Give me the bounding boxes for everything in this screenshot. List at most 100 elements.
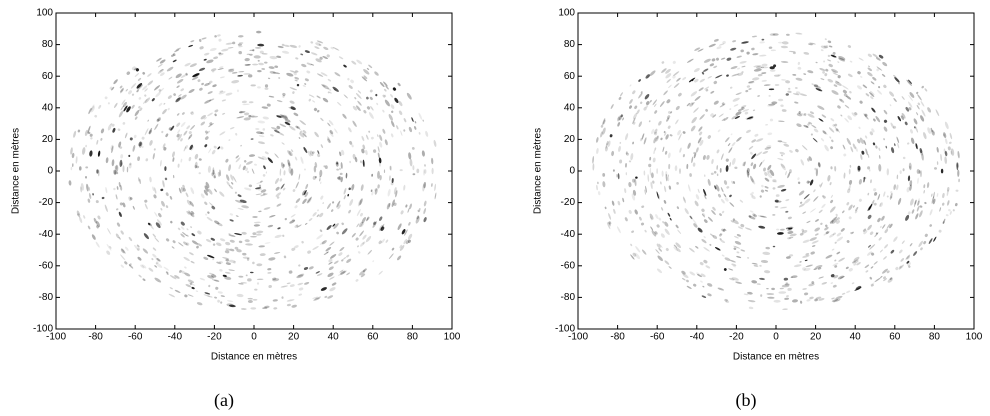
speckle xyxy=(238,45,243,48)
speckle xyxy=(214,220,220,225)
speckle xyxy=(222,274,227,277)
speckle xyxy=(368,112,374,119)
speckle xyxy=(121,248,126,254)
speckle xyxy=(186,210,190,215)
speckle xyxy=(658,217,662,221)
x-tick-label: 0 xyxy=(773,332,779,343)
speckle xyxy=(236,116,245,119)
speckle xyxy=(750,162,754,167)
speckle xyxy=(883,138,886,141)
speckle xyxy=(725,300,730,303)
speckle xyxy=(707,135,711,139)
speckle xyxy=(261,68,266,70)
speckle xyxy=(716,46,722,50)
speckle xyxy=(204,144,208,148)
speckle xyxy=(242,252,247,256)
speckle xyxy=(817,105,825,110)
speckle xyxy=(700,280,703,283)
speckle xyxy=(203,117,207,120)
speckle xyxy=(228,164,232,172)
speckle xyxy=(701,295,707,298)
speckle xyxy=(772,180,777,183)
speckle xyxy=(909,165,911,169)
speckle xyxy=(792,73,797,76)
speckle xyxy=(920,247,923,251)
speckle xyxy=(802,267,806,271)
speckle xyxy=(390,182,394,186)
speckle xyxy=(679,147,682,153)
speckle xyxy=(649,156,652,161)
speckle xyxy=(929,224,933,227)
speckle xyxy=(666,78,671,83)
speckle xyxy=(617,173,620,180)
speckle xyxy=(240,282,247,284)
speckle xyxy=(356,223,360,228)
speckle xyxy=(853,256,860,262)
speckle xyxy=(281,50,290,54)
speckle xyxy=(766,293,775,295)
speckle xyxy=(70,147,73,155)
speckle xyxy=(120,87,124,93)
speckle xyxy=(266,103,271,107)
speckle xyxy=(824,226,829,231)
speckle xyxy=(618,145,621,152)
speckle xyxy=(827,40,832,44)
speckle xyxy=(628,182,632,188)
speckle xyxy=(268,66,275,69)
speckle xyxy=(908,265,911,268)
speckle xyxy=(403,184,406,191)
speckle xyxy=(660,181,662,185)
speckle xyxy=(175,47,181,51)
speckle xyxy=(751,139,757,143)
speckle xyxy=(320,181,322,185)
speckle xyxy=(867,205,871,212)
y-tick-label: -80 xyxy=(561,292,576,303)
speckle xyxy=(641,133,645,140)
speckle xyxy=(661,170,664,177)
speckle xyxy=(687,142,691,149)
speckle xyxy=(747,299,756,303)
speckle xyxy=(129,162,132,166)
speckle xyxy=(719,168,722,173)
speckle xyxy=(135,68,139,72)
speckle xyxy=(257,59,260,62)
speckle xyxy=(849,60,853,63)
speckle xyxy=(880,275,883,278)
speckle xyxy=(119,202,123,206)
speckle xyxy=(893,143,896,147)
speckle xyxy=(741,106,745,110)
speckle xyxy=(363,75,368,79)
speckle xyxy=(658,243,663,248)
speckle xyxy=(88,107,92,115)
speckle xyxy=(608,222,611,227)
speckle xyxy=(152,253,157,258)
speckle xyxy=(398,100,403,107)
speckle xyxy=(167,107,170,111)
speckle xyxy=(768,46,773,49)
speckle xyxy=(120,230,124,235)
speckle xyxy=(753,264,759,267)
speckle xyxy=(105,187,108,194)
speckle xyxy=(745,89,749,93)
speckle xyxy=(910,129,913,134)
x-tick-label: 100 xyxy=(444,332,461,343)
speckle xyxy=(339,172,343,176)
speckle xyxy=(759,41,765,44)
speckle xyxy=(697,227,703,233)
speckle xyxy=(729,277,735,281)
speckle xyxy=(191,76,199,81)
speckle xyxy=(643,107,647,111)
speckle xyxy=(716,149,720,154)
speckle xyxy=(122,122,126,125)
speckle xyxy=(872,53,878,58)
speckle xyxy=(606,140,609,146)
speckle xyxy=(913,199,917,208)
speckle xyxy=(686,285,692,289)
speckle xyxy=(197,230,202,235)
speckle xyxy=(838,98,845,103)
speckle xyxy=(151,258,154,261)
speckle xyxy=(194,161,198,169)
speckle xyxy=(399,169,403,172)
speckle xyxy=(608,221,612,225)
speckle xyxy=(652,180,655,184)
